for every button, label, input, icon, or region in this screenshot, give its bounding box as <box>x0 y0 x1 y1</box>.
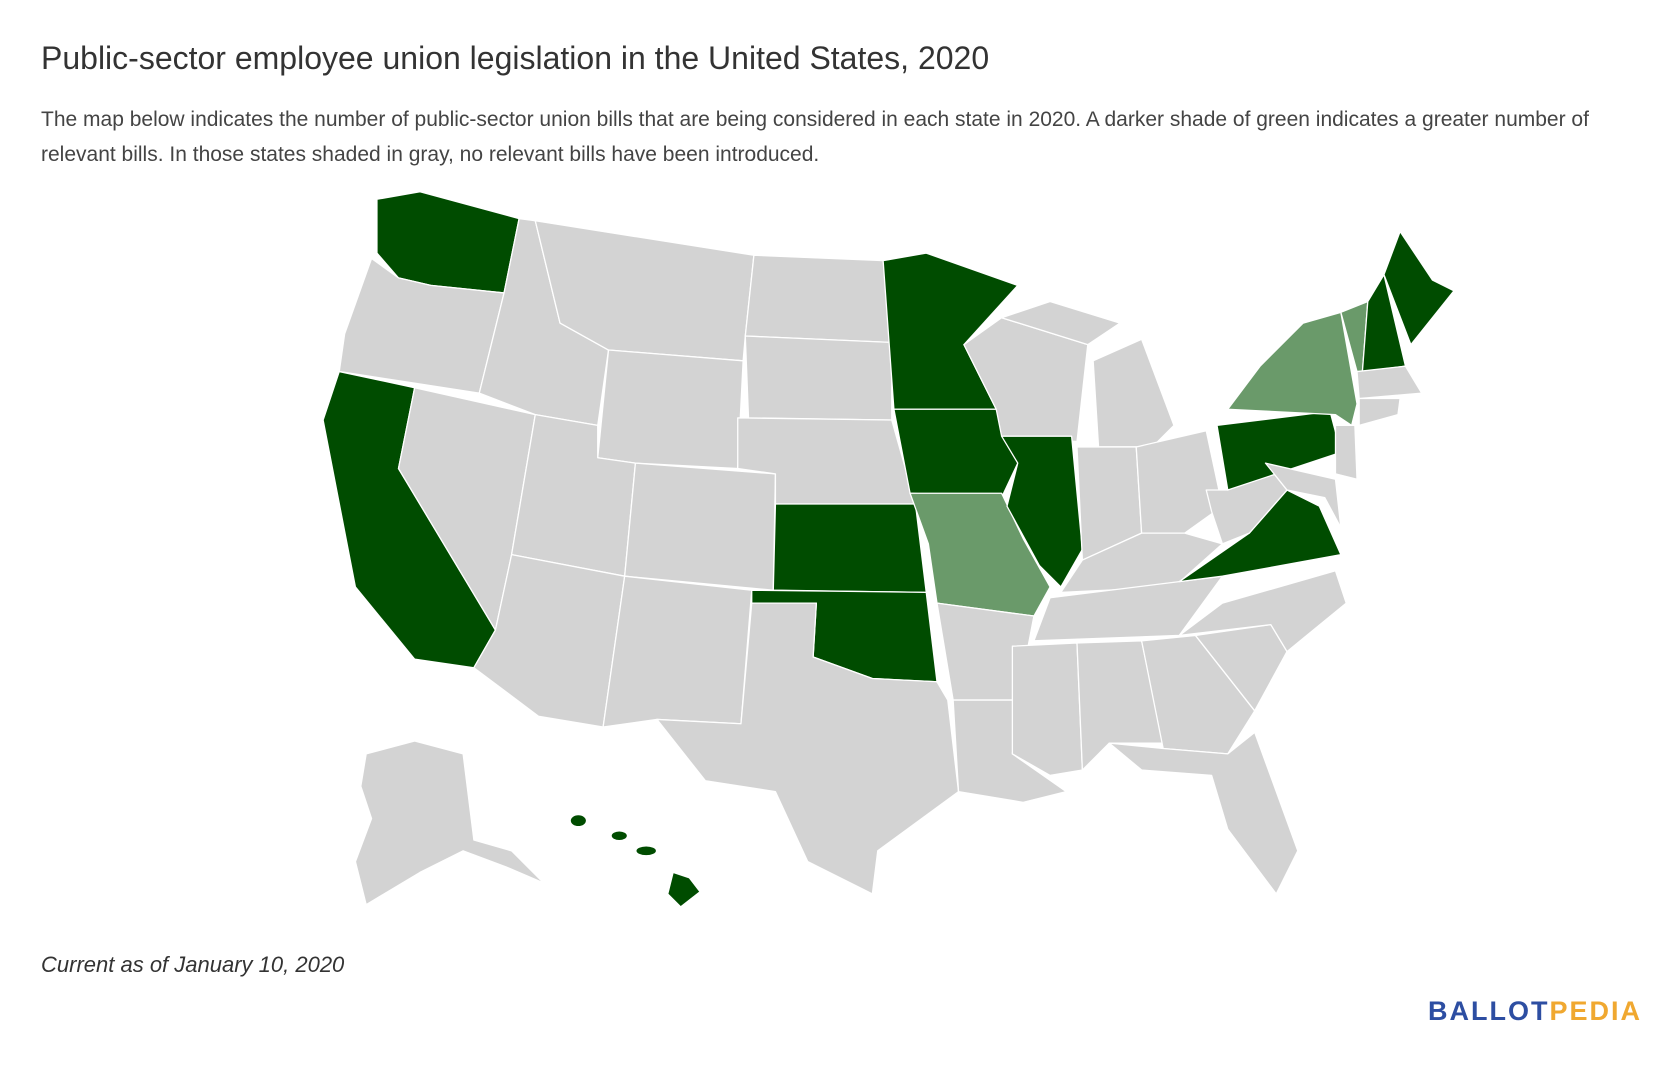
state <box>1140 634 1256 755</box>
state <box>624 462 777 591</box>
description: The map below indicates the number of pu… <box>41 108 1589 166</box>
state <box>909 492 1051 617</box>
state <box>1135 430 1224 534</box>
state <box>597 349 744 470</box>
state <box>1334 424 1358 480</box>
state <box>1076 640 1164 771</box>
island <box>570 815 586 827</box>
logo-part: BALLOT <box>1427 996 1550 1026</box>
state <box>354 740 545 906</box>
state <box>744 254 893 344</box>
state <box>744 335 893 421</box>
logo-part: PEDIA <box>1549 996 1642 1026</box>
state <box>1108 731 1299 895</box>
state <box>1358 397 1401 427</box>
state <box>1092 338 1175 448</box>
state <box>772 503 927 593</box>
state <box>1033 575 1224 642</box>
island <box>636 846 656 856</box>
us-map <box>322 191 1455 908</box>
state <box>893 408 1019 499</box>
footnote: Current as of January 10, 2020 <box>41 952 345 977</box>
state <box>1383 230 1455 346</box>
state <box>1264 462 1342 529</box>
island <box>667 871 701 908</box>
state <box>1356 365 1423 400</box>
state <box>1178 570 1347 653</box>
state <box>1000 300 1121 346</box>
state <box>1011 642 1084 777</box>
state <box>1000 435 1084 588</box>
state <box>1227 311 1358 427</box>
state <box>602 575 753 728</box>
logo: BALLOTPEDIA <box>1428 996 1642 1027</box>
island <box>611 831 627 841</box>
title: Public-sector employee union legislation… <box>41 40 990 76</box>
